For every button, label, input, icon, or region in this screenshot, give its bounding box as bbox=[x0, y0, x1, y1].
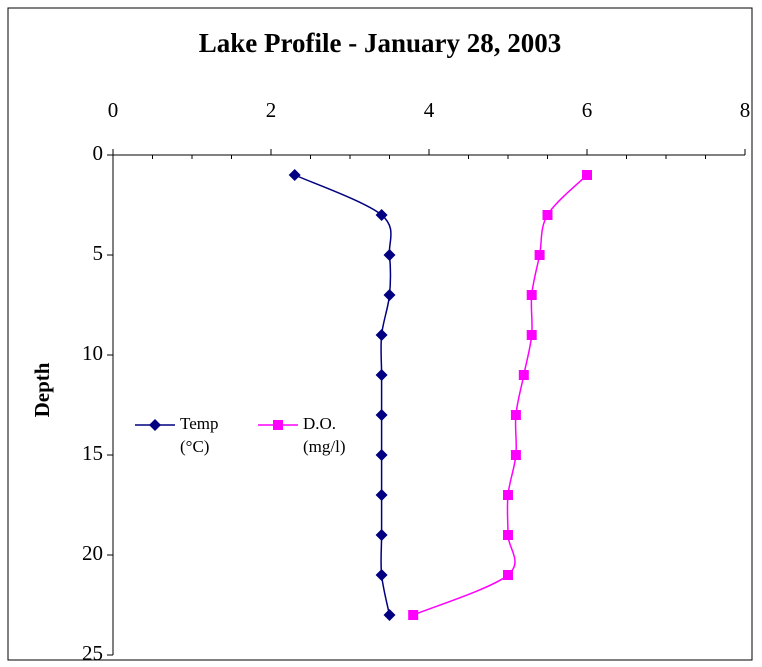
marker bbox=[375, 489, 388, 501]
x-tick-label: 2 bbox=[266, 98, 277, 122]
marker bbox=[542, 210, 553, 220]
chart-title: Lake Profile - January 28, 2003 bbox=[199, 28, 561, 58]
marker bbox=[518, 370, 529, 380]
x-tick-label: 0 bbox=[108, 98, 119, 122]
y-tick-label: 0 bbox=[93, 141, 104, 165]
marker bbox=[526, 330, 537, 340]
marker bbox=[408, 610, 419, 620]
legend-label-line: D.O. bbox=[303, 414, 336, 433]
legend-label: D.O. (mg/l) bbox=[303, 414, 346, 456]
marker bbox=[503, 490, 513, 500]
marker bbox=[510, 410, 521, 420]
marker bbox=[383, 609, 396, 621]
legend-label: Temp (°C) bbox=[180, 414, 218, 456]
x-tick-label: 8 bbox=[740, 98, 751, 122]
marker bbox=[288, 169, 301, 181]
marker bbox=[503, 530, 513, 540]
legend-label-line: Temp bbox=[180, 414, 218, 433]
y-tick-label: 10 bbox=[82, 341, 103, 365]
marker bbox=[375, 209, 388, 221]
marker bbox=[375, 449, 388, 461]
marker bbox=[526, 290, 537, 300]
marker bbox=[375, 409, 388, 421]
marker bbox=[375, 369, 388, 381]
marker bbox=[375, 569, 388, 581]
y-tick-label: 20 bbox=[82, 541, 103, 565]
legend-label-line: (°C) bbox=[180, 437, 209, 456]
marker bbox=[510, 450, 521, 460]
x-tick-label: 4 bbox=[424, 98, 435, 122]
marker bbox=[273, 420, 283, 430]
y-axis-label: Depth bbox=[30, 362, 54, 417]
marker bbox=[582, 170, 592, 180]
marker bbox=[503, 570, 513, 580]
marker bbox=[149, 419, 161, 431]
x-tick-label: 6 bbox=[582, 98, 593, 122]
marker bbox=[383, 289, 396, 301]
marker bbox=[383, 249, 396, 261]
marker bbox=[375, 329, 388, 341]
y-tick-label: 25 bbox=[82, 641, 103, 665]
y-tick-label: 5 bbox=[93, 241, 104, 265]
y-tick-label: 15 bbox=[82, 441, 103, 465]
marker bbox=[375, 529, 388, 541]
marker bbox=[534, 250, 545, 260]
legend-label-line: (mg/l) bbox=[303, 437, 346, 456]
